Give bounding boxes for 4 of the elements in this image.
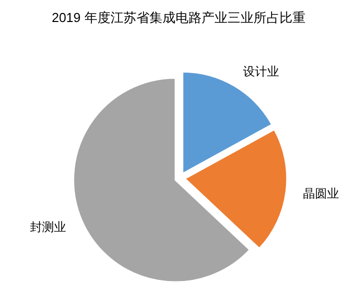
slice-label: 晶圆业	[303, 186, 340, 201]
chart-title: 2019 年度江苏省集成电路产业三业所占比重	[52, 10, 306, 25]
slice-label: 封测业	[30, 220, 66, 234]
slice-label: 设计业	[243, 64, 280, 78]
